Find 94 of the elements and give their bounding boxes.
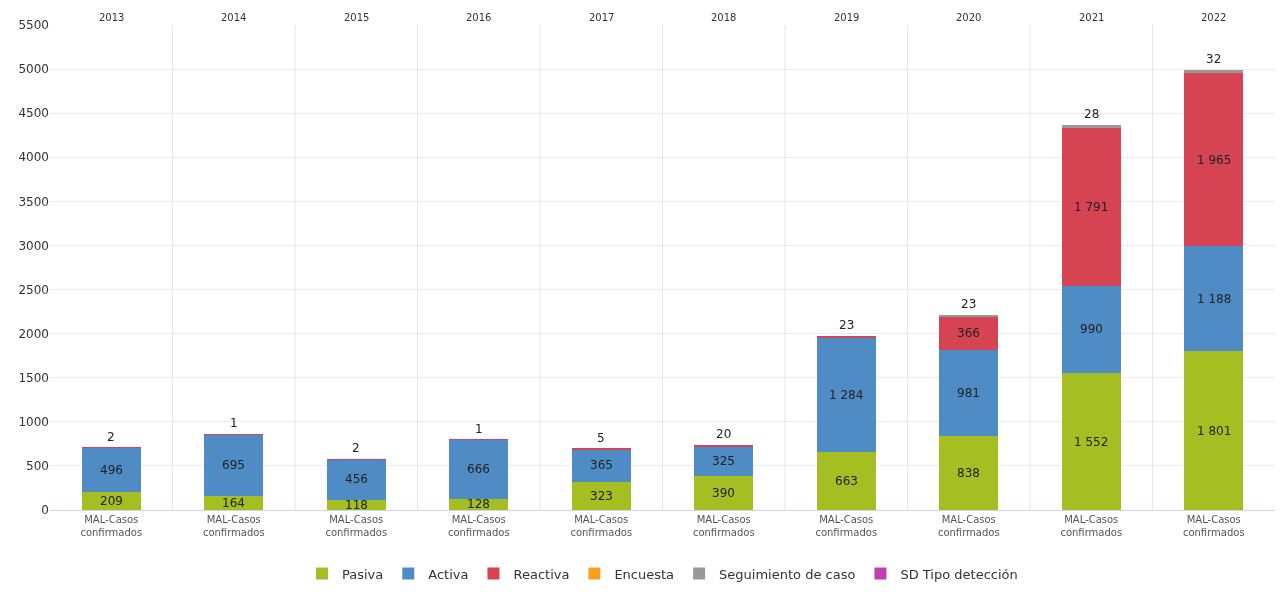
data-label: 2 (352, 441, 360, 455)
x-tick-label: MAL-Casos confirmados (692, 514, 755, 538)
data-label: 1 284 (829, 388, 864, 402)
x-tick-label: MAL-Casos confirmados (570, 514, 633, 538)
bar (1184, 73, 1244, 247)
x-tick-label: MAL-Casos confirmados (80, 514, 143, 538)
data-label: 323 (590, 489, 613, 503)
bar (939, 436, 999, 510)
y-tick-label: 1500 (18, 370, 49, 385)
bar (1061, 373, 1121, 510)
data-label: 1 801 (1197, 424, 1232, 438)
y-tick-label: 2500 (18, 282, 49, 297)
bar (571, 481, 631, 510)
data-label: 209 (100, 494, 123, 508)
text: 2019 (834, 12, 860, 23)
y-tick-label: 5500 (18, 18, 49, 33)
text: 2015 (344, 12, 370, 23)
bar (449, 439, 509, 499)
data-label: 164 (222, 496, 245, 510)
y-tick-label: 1000 (18, 415, 49, 430)
data-label: 1 188 (1197, 292, 1232, 306)
bar (81, 447, 141, 492)
data-label: 1 965 (1197, 153, 1232, 167)
bar (1061, 285, 1121, 374)
x-tick-label: MAL-Casos confirmados (202, 514, 265, 538)
y-tick-label: 4000 (18, 150, 49, 165)
data-label: 981 (957, 386, 980, 400)
data-label: 2 (107, 430, 115, 444)
y-tick-label: 0 (41, 503, 49, 518)
data-label: 456 (345, 472, 368, 486)
x-tick-label: MAL-Casos confirmados (1182, 514, 1245, 538)
data-label: 23 (839, 318, 855, 332)
y-tick-label: 500 (26, 459, 49, 474)
data-label: 20 (716, 427, 732, 441)
text: 2013 (99, 12, 125, 23)
data-label: 23 (961, 297, 977, 311)
y-tick-label: 3000 (18, 238, 49, 253)
data-label: 366 (957, 326, 980, 340)
data-label: 1 552 (1074, 435, 1109, 449)
data-label: 365 (590, 458, 613, 472)
bar (816, 336, 876, 339)
data-label: 128 (467, 497, 490, 511)
text: 2014 (221, 12, 247, 23)
data-label: 28 (1084, 107, 1100, 121)
text: 2021 (1079, 12, 1105, 23)
x-tick-label: MAL-Casos confirmados (1060, 514, 1123, 538)
data-label: 118 (345, 498, 368, 512)
y-tick-label: 3500 (18, 194, 49, 209)
bar (1184, 246, 1244, 352)
text: 2022 (1201, 12, 1227, 23)
legend-label: Encuesta (614, 566, 675, 582)
bar (1061, 125, 1121, 128)
bar (571, 449, 631, 482)
x-tick-label: MAL-Casos confirmados (815, 514, 878, 538)
legend-label: Activa (428, 566, 469, 582)
data-label: 666 (467, 462, 490, 476)
legend-label: Pasiva (342, 566, 384, 582)
bar (694, 446, 754, 476)
data-label: 325 (712, 454, 735, 468)
data-label: 695 (222, 458, 245, 472)
data-label: 838 (957, 466, 980, 480)
data-label: 32 (1206, 52, 1222, 66)
data-label: 1 (230, 416, 238, 430)
y-tick-label: 4500 (18, 106, 49, 121)
data-label: 390 (712, 486, 735, 500)
data-label: 1 (475, 422, 483, 436)
text: 2018 (711, 12, 737, 23)
bar (326, 459, 386, 500)
bar (1184, 351, 1244, 510)
data-label: 496 (100, 463, 123, 477)
bar (939, 315, 999, 318)
text: 2016 (466, 12, 492, 23)
legend-label: Seguimiento de caso (719, 566, 856, 582)
bar (694, 475, 754, 510)
y-tick-label: 2000 (18, 326, 49, 341)
x-tick-label: MAL-Casos confirmados (325, 514, 388, 538)
bar (204, 434, 264, 496)
x-tick-label: MAL-Casos confirmados (447, 514, 510, 538)
bar (939, 349, 999, 437)
bar (1184, 70, 1244, 74)
data-label: 990 (1080, 322, 1103, 336)
bar (816, 338, 876, 452)
bar (939, 317, 999, 350)
x-tick-label: MAL-Casos confirmados (937, 514, 1000, 538)
bar (816, 451, 876, 510)
bar (1061, 127, 1121, 286)
data-label: 1 791 (1074, 200, 1109, 214)
data-label: 5 (597, 431, 605, 445)
legend-label: Reactiva (513, 566, 570, 582)
legend-label: SD Tipo detección (900, 566, 1018, 582)
y-tick-label: 5000 (18, 62, 49, 77)
text: 2017 (589, 12, 615, 23)
data-label: 663 (835, 474, 858, 488)
text: 2020 (956, 12, 982, 23)
